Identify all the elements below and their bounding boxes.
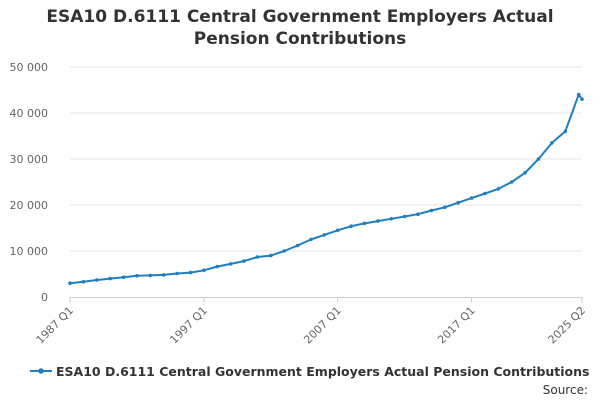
axes: 0 10 000 20 000 30 000 40 000 50 000 1987 Q1 19… [10, 61, 589, 346]
y-tick-label: 0 [41, 291, 48, 304]
data-point[interactable] [68, 281, 72, 286]
data-point[interactable] [416, 212, 420, 216]
x-tick-label: 2025 Q2 [546, 304, 589, 347]
data-point[interactable] [175, 271, 179, 276]
data-point[interactable] [376, 219, 380, 223]
data-point[interactable] [121, 275, 126, 280]
data-point[interactable] [389, 217, 394, 221]
x-tick-label: 2007 Q1 [301, 304, 344, 347]
data-point[interactable] [402, 214, 407, 219]
data-point[interactable] [148, 273, 153, 278]
data-point[interactable] [242, 259, 246, 263]
data-point[interactable] [309, 237, 313, 242]
data-point[interactable] [215, 264, 219, 269]
data-point[interactable] [362, 221, 367, 226]
data-point[interactable] [563, 129, 568, 134]
x-tick-label: 1987 Q1 [34, 304, 77, 347]
data-point[interactable] [509, 180, 514, 184]
y-tick-label: 40 000 [10, 107, 49, 120]
data-point[interactable] [255, 255, 260, 259]
data-point[interactable] [202, 268, 206, 273]
x-tick-label: 2017 Q1 [435, 304, 478, 347]
data-point[interactable] [443, 205, 447, 210]
data-point[interactable] [496, 187, 501, 191]
data-point[interactable] [135, 274, 139, 278]
legend[interactable]: ESA10 D.6111 Central Government Employer… [30, 362, 589, 380]
data-point[interactable] [228, 262, 233, 266]
y-tick-label: 30 000 [10, 153, 49, 166]
data-point[interactable] [95, 278, 99, 282]
data-point[interactable] [536, 157, 541, 161]
series-layer [68, 92, 584, 286]
data-point[interactable] [523, 171, 527, 175]
legend-symbol [30, 368, 52, 374]
data-point[interactable] [429, 208, 434, 213]
chart-title: ESA10 D.6111 Central Government Employer… [0, 6, 600, 50]
y-tick-label: 50 000 [10, 61, 49, 74]
data-point[interactable] [269, 253, 273, 258]
y-tick-label: 10 000 [10, 245, 49, 258]
data-point[interactable] [335, 228, 340, 233]
data-point[interactable] [322, 233, 327, 237]
y-tick-label: 20 000 [10, 199, 49, 212]
data-point[interactable] [282, 249, 287, 253]
chart-title-line-2: Pension Contributions [193, 29, 407, 49]
data-point[interactable] [188, 270, 193, 275]
source-label: Source: [542, 383, 588, 397]
data-point[interactable] [349, 224, 353, 228]
data-point[interactable] [161, 273, 166, 277]
data-point[interactable] [576, 92, 581, 97]
legend-series-label: ESA10 D.6111 Central Government Employer… [56, 363, 590, 379]
grid-lines [70, 66, 582, 252]
data-point[interactable] [483, 191, 487, 196]
data-point[interactable] [580, 97, 584, 101]
data-point[interactable] [81, 280, 86, 284]
data-point[interactable] [469, 196, 474, 200]
data-point[interactable] [108, 276, 112, 281]
data-point[interactable] [456, 200, 461, 205]
chart-title-line-1: ESA10 D.6111 Central Government Employer… [46, 7, 554, 27]
x-tick-label: 1997 Q1 [167, 304, 210, 347]
data-point[interactable] [295, 243, 300, 248]
series-line [69, 93, 583, 285]
data-point[interactable] [550, 141, 554, 145]
